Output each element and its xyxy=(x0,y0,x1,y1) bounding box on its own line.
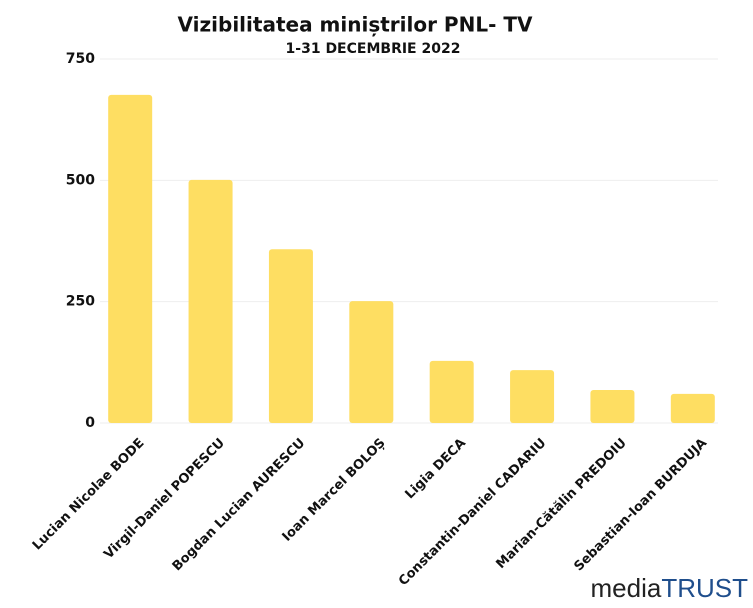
x-tick-label: Ligia DECA xyxy=(402,436,469,503)
y-tick-label: 750 xyxy=(66,51,95,67)
bar xyxy=(510,370,555,423)
chart-title: Vizibilitatea miniștrilor PNL- TV xyxy=(178,13,533,37)
bar xyxy=(188,179,233,423)
bar xyxy=(429,360,474,423)
y-tick-label: 250 xyxy=(66,294,95,310)
x-tick-label: Marian-Cătălin PREDOIU xyxy=(494,436,630,572)
bar xyxy=(349,301,394,423)
x-tick-label: Bogdan Lucian AURESCU xyxy=(170,436,308,574)
x-tick-label: Sebastian-Ioan BURDUJA xyxy=(571,436,710,575)
chart-subtitle: 1-31 DECEMBRIE 2022 xyxy=(286,41,461,57)
y-tick-label: 500 xyxy=(66,172,95,188)
y-tick-label: 0 xyxy=(85,415,95,431)
logo-text: TRUST xyxy=(661,573,748,603)
logo: mediaTRUST xyxy=(591,573,749,603)
logo-text: media xyxy=(591,573,662,603)
bar xyxy=(590,389,635,423)
x-tick-label: Constantin-Daniel CADARIU xyxy=(396,436,549,589)
bar xyxy=(268,249,313,423)
bar xyxy=(670,393,715,423)
bar xyxy=(108,94,153,423)
